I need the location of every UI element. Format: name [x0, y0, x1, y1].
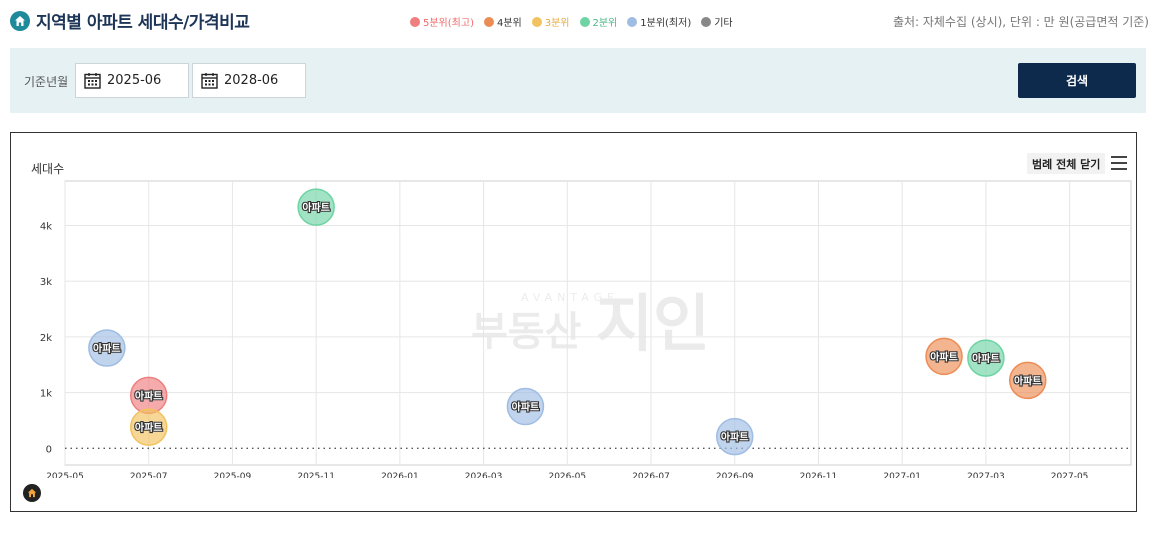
x-tick-label: 2026-09	[716, 472, 754, 478]
legend-dot-icon	[531, 16, 542, 27]
title-wrap: 지역별 아파트 세대수/가격비교	[10, 8, 250, 33]
x-tick-label: 2026-07	[632, 472, 670, 478]
data-point-label: 아파트	[972, 352, 1000, 365]
legend-label: 1분위(최저)	[640, 18, 692, 29]
calendar-icon	[201, 73, 218, 89]
data-point-label: 아파트	[135, 421, 163, 434]
menu-icon[interactable]	[1111, 156, 1127, 170]
data-point[interactable]: 아파트	[88, 329, 126, 367]
x-tick-label: 2027-05	[1051, 472, 1089, 478]
y-tick-label: 3k	[40, 277, 52, 288]
y-tick-label: 2k	[40, 333, 52, 344]
x-tick-label: 2025-05	[46, 472, 84, 478]
data-point-label: 아파트	[135, 389, 163, 402]
x-tick-label: 2026-11	[800, 472, 838, 478]
y-tick-label: 1k	[40, 389, 52, 400]
data-point-bubble	[1008, 361, 1047, 400]
data-point[interactable]: 아파트	[506, 387, 545, 426]
search-button[interactable]: 검색	[1018, 63, 1136, 98]
legend-label: 5분위(최고)	[423, 18, 474, 29]
data-point-label: 아파트	[512, 401, 540, 414]
data-point[interactable]: 아파트	[925, 337, 963, 376]
watermark-brand: 지인	[596, 287, 710, 360]
legend: 5분위(최고) 4분위 3분위 2분위 1분위(최저) 기타	[410, 14, 743, 29]
data-point-bubble	[88, 329, 126, 367]
data-point[interactable]: 아파트	[715, 417, 754, 456]
data-point-bubble	[925, 337, 963, 376]
x-tick-label: 2027-01	[883, 472, 921, 478]
data-point-label: 아파트	[1014, 374, 1042, 387]
legend-dot-icon	[579, 16, 590, 27]
legend-label: 2분위	[592, 18, 618, 29]
data-point-label: 아파트	[302, 201, 330, 214]
legend-item[interactable]: 1분위(최저)	[627, 14, 691, 29]
chart-container: 세대수 범례 전체 닫기 AVANTAGE 부동산 지인 2025-05 2025…	[10, 132, 1137, 512]
home-icon	[10, 10, 30, 31]
data-point[interactable]: 아파트	[1008, 361, 1047, 400]
x-tick-label: 2026-05	[548, 472, 586, 478]
data-point-label: 아파트	[93, 342, 121, 355]
filter-bar: 기준년월 2025-06 2028-06 검색	[10, 48, 1146, 113]
x-tick-label: 2027-03	[967, 472, 1005, 478]
end-date-value: 2028-06	[224, 73, 279, 88]
header: 지역별 아파트 세대수/가격비교 5분위(최고) 4분위 3분위 2분위 1분위(최저)…	[0, 0, 1155, 42]
y-tick-label: 4k	[40, 222, 52, 233]
brand-logo-icon	[23, 484, 41, 502]
data-point-label: 아파트	[721, 431, 749, 444]
legend-item[interactable]: 기타	[701, 14, 733, 29]
source-text: 출처: 자체수집 (상시), 단위 : 만 원(공급면적 기준)	[892, 15, 1149, 29]
scatter-chart: AVANTAGE 부동산 지인 2025-05 2025-07 2025-09 202…	[40, 180, 1132, 478]
legend-dot-icon	[627, 16, 638, 27]
data-point-bubble	[506, 387, 545, 426]
legend-dot-icon	[410, 16, 420, 27]
legend-label: 4분위	[496, 18, 522, 29]
y-axis-title: 세대수	[31, 162, 65, 176]
start-date-input[interactable]: 2025-06	[75, 63, 189, 98]
watermark: AVANTAGE 부동산 지인	[471, 287, 710, 360]
x-tick-label: 2026-01	[381, 472, 419, 478]
data-point-bubble	[967, 339, 1005, 377]
data-point[interactable]: 아파트	[297, 188, 335, 226]
start-date-value: 2025-06	[107, 73, 162, 88]
legend-dot-icon	[483, 16, 494, 27]
data-point[interactable]: 아파트	[129, 408, 168, 446]
legend-item[interactable]: 5분위(최고)	[410, 14, 474, 29]
x-tick-label: 2026-03	[465, 472, 503, 478]
legend-label: 3분위	[544, 18, 570, 29]
data-point-bubble	[715, 417, 754, 456]
data-point[interactable]: 아파트	[129, 376, 168, 415]
y-tick-label: 0	[46, 444, 52, 455]
data-point-bubble	[129, 408, 168, 446]
data-point-label: 아파트	[930, 350, 958, 363]
legend-item[interactable]: 4분위	[483, 14, 522, 29]
legend-dot-icon	[701, 16, 712, 27]
data-point[interactable]: 아파트	[967, 339, 1005, 377]
watermark-main: 부동산	[471, 309, 582, 355]
legend-label: 기타	[714, 18, 733, 29]
legend-item[interactable]: 3분위	[531, 14, 570, 29]
legend-close-all-button[interactable]: 범례 전체 닫기	[1027, 153, 1106, 174]
x-tick-label: 2025-09	[214, 472, 252, 478]
calendar-icon	[84, 73, 101, 89]
x-tick-label: 2025-11	[297, 472, 335, 478]
data-point-bubble	[297, 188, 335, 226]
page-title: 지역별 아파트 세대수/가격비교	[36, 13, 250, 33]
legend-item[interactable]: 2분위	[579, 14, 618, 29]
end-date-input[interactable]: 2028-06	[192, 63, 306, 98]
x-tick-label: 2025-07	[130, 472, 168, 478]
filter-label: 기준년월	[24, 75, 69, 89]
